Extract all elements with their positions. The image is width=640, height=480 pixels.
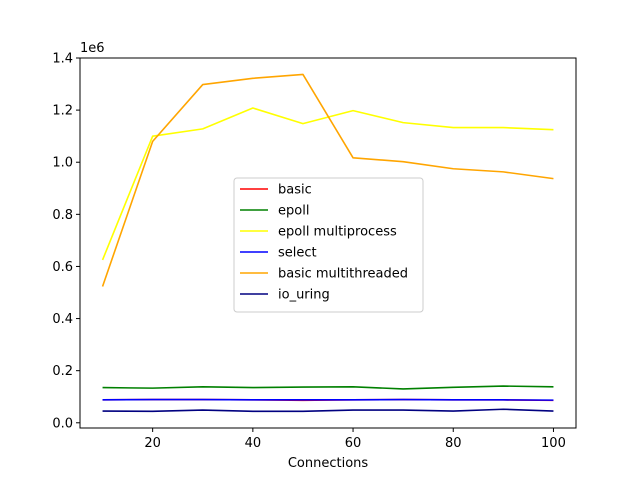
legend: basic epoll epoll multiprocess select basic … xyxy=(233,177,424,313)
x-tick-label: 20 xyxy=(144,436,161,451)
x-axis-label: Connections xyxy=(288,456,369,471)
y-tick-label: 1.4 xyxy=(52,52,73,67)
x-tick-label: 100 xyxy=(541,436,566,451)
legend-entry: io_uring xyxy=(278,288,330,303)
x-tick-label: 80 xyxy=(445,436,462,451)
legend-entry: epoll xyxy=(278,204,309,219)
axes-frame xyxy=(79,57,577,429)
legend-entry: select xyxy=(278,246,317,261)
y-axis: 0.0 0.2 0.4 0.6 0.8 1.0 1.2 1.4 xyxy=(52,52,80,431)
y-tick-label: 1.2 xyxy=(52,104,73,119)
plot-lines xyxy=(101,73,554,413)
legend-entry: epoll multiprocess xyxy=(278,225,397,240)
y-offset-label: 1e6 xyxy=(80,41,105,56)
series-line-1 xyxy=(102,385,554,390)
series-line-4 xyxy=(101,73,554,287)
y-tick-label: 0.2 xyxy=(52,364,73,379)
series-line-5 xyxy=(102,408,554,413)
legend-entry: basic xyxy=(278,183,312,198)
y-tick-label: 0.4 xyxy=(52,312,73,327)
series-line-3 xyxy=(102,398,554,401)
legend-box xyxy=(233,177,424,313)
y-tick-label: 0.0 xyxy=(52,416,73,431)
x-tick-label: 60 xyxy=(345,436,362,451)
x-axis: 20 40 60 80 100 xyxy=(144,428,566,451)
y-tick-label: 0.8 xyxy=(52,208,73,223)
legend-entry: basic multithreaded xyxy=(278,267,408,282)
y-tick-label: 0.6 xyxy=(52,260,73,275)
x-tick-label: 40 xyxy=(245,436,262,451)
y-tick-label: 1.0 xyxy=(52,156,73,171)
